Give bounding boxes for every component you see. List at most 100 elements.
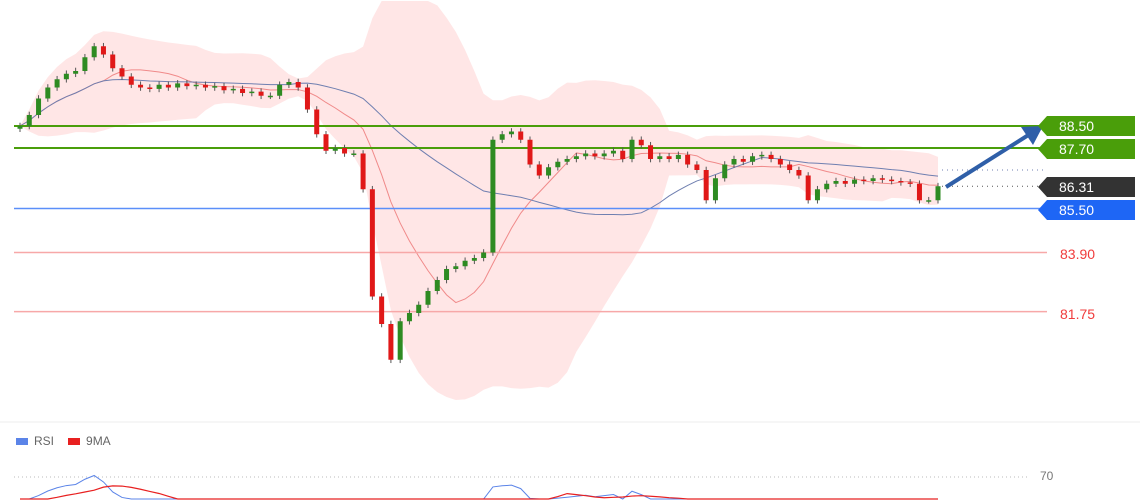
candle-body <box>527 139 533 165</box>
level-label-support-1: 83.90 <box>1060 246 1096 262</box>
candle-body <box>648 145 654 159</box>
candle-body <box>861 179 867 182</box>
candle-body <box>573 156 579 159</box>
candle-body <box>916 183 922 201</box>
rsi-ma-line <box>20 485 938 500</box>
candle-body <box>360 153 366 190</box>
candle-body <box>416 304 422 313</box>
candle-body <box>286 82 292 85</box>
candle-body <box>703 170 709 201</box>
bollinger-band <box>20 1 938 400</box>
candle-body <box>638 139 644 146</box>
candle-body <box>434 280 440 291</box>
candle-body <box>685 154 691 165</box>
candle-body <box>295 82 301 88</box>
candle-body <box>796 170 802 176</box>
candle-body <box>156 84 162 89</box>
candle-body <box>119 68 125 77</box>
candle-body <box>444 269 450 280</box>
candle-body <box>481 252 487 258</box>
candle-body <box>63 73 69 80</box>
level-badge-resistance-1: 87.70 <box>1038 139 1135 159</box>
candle-body <box>499 134 505 140</box>
candle-body <box>342 148 348 154</box>
candle-body <box>657 156 663 159</box>
candle-body <box>221 86 227 91</box>
candle-body <box>379 296 385 324</box>
candle-body <box>388 324 394 360</box>
candle-body <box>675 154 681 159</box>
candle-body <box>787 164 793 170</box>
candle-body <box>369 189 375 297</box>
candle-body <box>546 167 552 176</box>
candle-body <box>128 76 134 85</box>
candle-body <box>314 109 320 135</box>
candle-body <box>453 266 459 269</box>
rsi-legend-label: RSI <box>34 434 55 448</box>
candle-body <box>26 115 32 126</box>
level-badge-resistance-2: 88.50 <box>1038 116 1135 136</box>
rsi-swatch <box>16 437 28 445</box>
ma-legend-label: 9MA <box>86 434 111 448</box>
candle-body <box>926 200 932 202</box>
candle-body <box>230 88 236 91</box>
candle-body <box>610 150 616 154</box>
candle-body <box>518 131 524 140</box>
candle-body <box>147 87 153 89</box>
candle-body <box>258 91 264 96</box>
candle-body <box>731 159 737 165</box>
candle-body <box>583 153 589 157</box>
current-price-badge: 86.31 <box>1038 177 1135 197</box>
slow-moving-average <box>19 78 939 216</box>
candle-body <box>17 126 23 129</box>
candle-body <box>824 183 830 190</box>
candle-body <box>100 46 106 55</box>
candle-body <box>740 159 746 162</box>
candle-body <box>323 134 329 151</box>
rsi-line <box>20 474 938 500</box>
candle-body <box>249 91 255 94</box>
rsi-legend: RSI 9MA <box>16 434 111 448</box>
candle-body <box>471 258 477 261</box>
candle-body <box>184 83 190 87</box>
candle-body <box>592 153 598 157</box>
candle-body <box>36 98 42 115</box>
candle-body <box>45 87 51 99</box>
rsi-level-label: 70 <box>1040 469 1054 483</box>
candle-body <box>82 57 88 71</box>
candle-body <box>425 291 431 305</box>
candle-body <box>193 84 199 87</box>
candle-body <box>397 321 403 360</box>
candle-body <box>73 71 79 74</box>
candle-body <box>777 159 783 165</box>
candle-body <box>750 156 756 162</box>
candle-body <box>759 154 765 157</box>
candle-body <box>870 178 876 181</box>
candle-body <box>277 84 283 96</box>
candle-body <box>202 84 208 88</box>
forecast-arrow-head <box>1021 126 1043 145</box>
candle-body <box>332 148 338 151</box>
candle-body <box>240 88 246 93</box>
candle-body <box>889 179 895 182</box>
candle-body <box>536 164 542 176</box>
candle-body <box>694 164 700 170</box>
candle-body <box>175 83 181 88</box>
candle-body <box>898 181 904 183</box>
candle-body <box>666 156 672 159</box>
candle-body <box>722 164 728 179</box>
candle-body <box>490 139 496 253</box>
candle-body <box>852 179 858 184</box>
candle-body <box>805 175 811 201</box>
candle-body <box>110 54 116 69</box>
candle-body <box>138 84 144 88</box>
candle-body <box>935 186 941 201</box>
candle-body <box>833 181 839 184</box>
candle-body <box>842 181 848 184</box>
candle-body <box>712 178 718 201</box>
candle-body <box>91 46 97 58</box>
forecast-arrow-shaft <box>944 132 1032 189</box>
candle-body <box>555 161 561 168</box>
